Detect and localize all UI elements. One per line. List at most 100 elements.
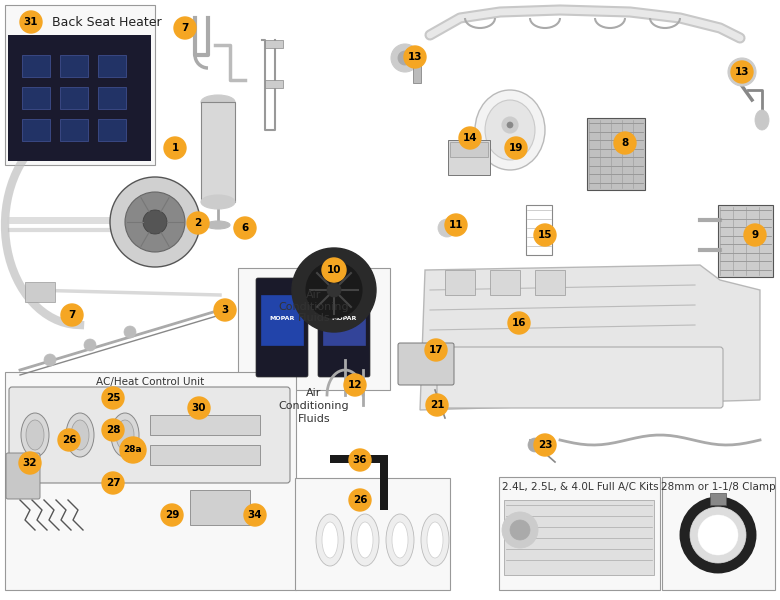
- Circle shape: [102, 419, 124, 441]
- Ellipse shape: [357, 522, 373, 558]
- Circle shape: [188, 397, 210, 419]
- Circle shape: [534, 224, 556, 246]
- Text: 30: 30: [192, 403, 206, 413]
- Circle shape: [505, 137, 527, 159]
- Ellipse shape: [386, 514, 414, 566]
- Text: 23: 23: [537, 440, 552, 450]
- Circle shape: [614, 132, 636, 154]
- Bar: [490, 270, 520, 295]
- Bar: [265, 40, 283, 48]
- Ellipse shape: [71, 420, 89, 450]
- Circle shape: [349, 449, 371, 471]
- Bar: [265, 80, 283, 88]
- Circle shape: [244, 504, 266, 526]
- Ellipse shape: [206, 221, 230, 229]
- Ellipse shape: [755, 110, 769, 130]
- Circle shape: [58, 429, 80, 451]
- Text: 7: 7: [69, 310, 76, 320]
- Text: 2.4L, 2.5L, & 4.0L Full A/C Kits: 2.4L, 2.5L, & 4.0L Full A/C Kits: [502, 482, 658, 492]
- Bar: [448, 140, 490, 175]
- Text: 8: 8: [622, 138, 629, 148]
- Bar: [22, 87, 50, 109]
- Text: AC/Heat Control Unit: AC/Heat Control Unit: [96, 377, 204, 387]
- Text: 31: 31: [23, 17, 38, 27]
- Bar: [98, 87, 126, 109]
- Circle shape: [508, 312, 530, 334]
- Circle shape: [164, 137, 186, 159]
- Text: 1: 1: [172, 143, 179, 153]
- Bar: [323, 295, 365, 345]
- Circle shape: [391, 44, 419, 72]
- Text: 17: 17: [429, 345, 443, 355]
- Ellipse shape: [427, 522, 443, 558]
- Bar: [8, 35, 151, 161]
- Bar: [662, 477, 775, 590]
- Circle shape: [344, 374, 366, 396]
- Text: MOPAR: MOPAR: [269, 316, 295, 320]
- Circle shape: [698, 515, 738, 555]
- Text: 16: 16: [512, 318, 526, 328]
- Circle shape: [534, 434, 556, 456]
- Circle shape: [120, 437, 146, 463]
- Circle shape: [349, 489, 371, 511]
- Circle shape: [322, 258, 346, 282]
- Circle shape: [425, 339, 447, 361]
- Bar: [5, 5, 155, 165]
- Ellipse shape: [421, 514, 449, 566]
- Bar: [499, 477, 660, 590]
- Circle shape: [187, 212, 209, 234]
- Bar: [190, 490, 250, 525]
- Text: 13: 13: [735, 67, 750, 77]
- Ellipse shape: [201, 95, 235, 109]
- Text: 28mm or 1-1/8 Clamp: 28mm or 1-1/8 Clamp: [661, 482, 775, 492]
- Bar: [504, 500, 654, 575]
- Bar: [535, 270, 565, 295]
- FancyBboxPatch shape: [437, 347, 723, 408]
- Bar: [413, 65, 421, 83]
- Text: 9: 9: [751, 230, 759, 240]
- Ellipse shape: [392, 522, 408, 558]
- Circle shape: [20, 11, 42, 33]
- Ellipse shape: [322, 522, 338, 558]
- Circle shape: [690, 507, 746, 563]
- Text: Air
Conditioning
Fluids: Air Conditioning Fluids: [278, 290, 349, 323]
- Circle shape: [507, 122, 513, 128]
- Text: 7: 7: [181, 23, 189, 33]
- Text: 14: 14: [463, 133, 477, 143]
- Circle shape: [528, 438, 542, 452]
- Text: 11: 11: [448, 220, 463, 230]
- Polygon shape: [420, 265, 760, 410]
- Text: 21: 21: [430, 400, 445, 410]
- Text: 15: 15: [537, 230, 552, 240]
- Circle shape: [459, 127, 481, 149]
- Text: 26: 26: [62, 435, 76, 445]
- Circle shape: [728, 58, 756, 86]
- Ellipse shape: [201, 195, 235, 209]
- Bar: [526, 205, 552, 255]
- Circle shape: [306, 262, 362, 318]
- Circle shape: [292, 248, 376, 332]
- Bar: [98, 55, 126, 77]
- Circle shape: [102, 387, 124, 409]
- Bar: [150, 445, 260, 465]
- Circle shape: [438, 219, 456, 237]
- Circle shape: [174, 17, 196, 39]
- FancyBboxPatch shape: [9, 387, 290, 483]
- Ellipse shape: [485, 100, 535, 160]
- Circle shape: [234, 217, 256, 239]
- Text: 36: 36: [353, 455, 367, 465]
- Text: 3: 3: [222, 305, 229, 315]
- FancyBboxPatch shape: [398, 343, 454, 385]
- Circle shape: [502, 117, 518, 133]
- Text: 27: 27: [105, 478, 120, 488]
- Ellipse shape: [351, 514, 379, 566]
- FancyBboxPatch shape: [318, 278, 370, 377]
- Circle shape: [61, 304, 83, 326]
- Text: 6: 6: [241, 223, 249, 233]
- Bar: [380, 455, 388, 510]
- FancyBboxPatch shape: [6, 453, 40, 499]
- Text: Air
Conditioning
Fluids: Air Conditioning Fluids: [278, 388, 349, 424]
- Ellipse shape: [26, 420, 44, 450]
- Bar: [445, 270, 475, 295]
- Ellipse shape: [234, 223, 250, 233]
